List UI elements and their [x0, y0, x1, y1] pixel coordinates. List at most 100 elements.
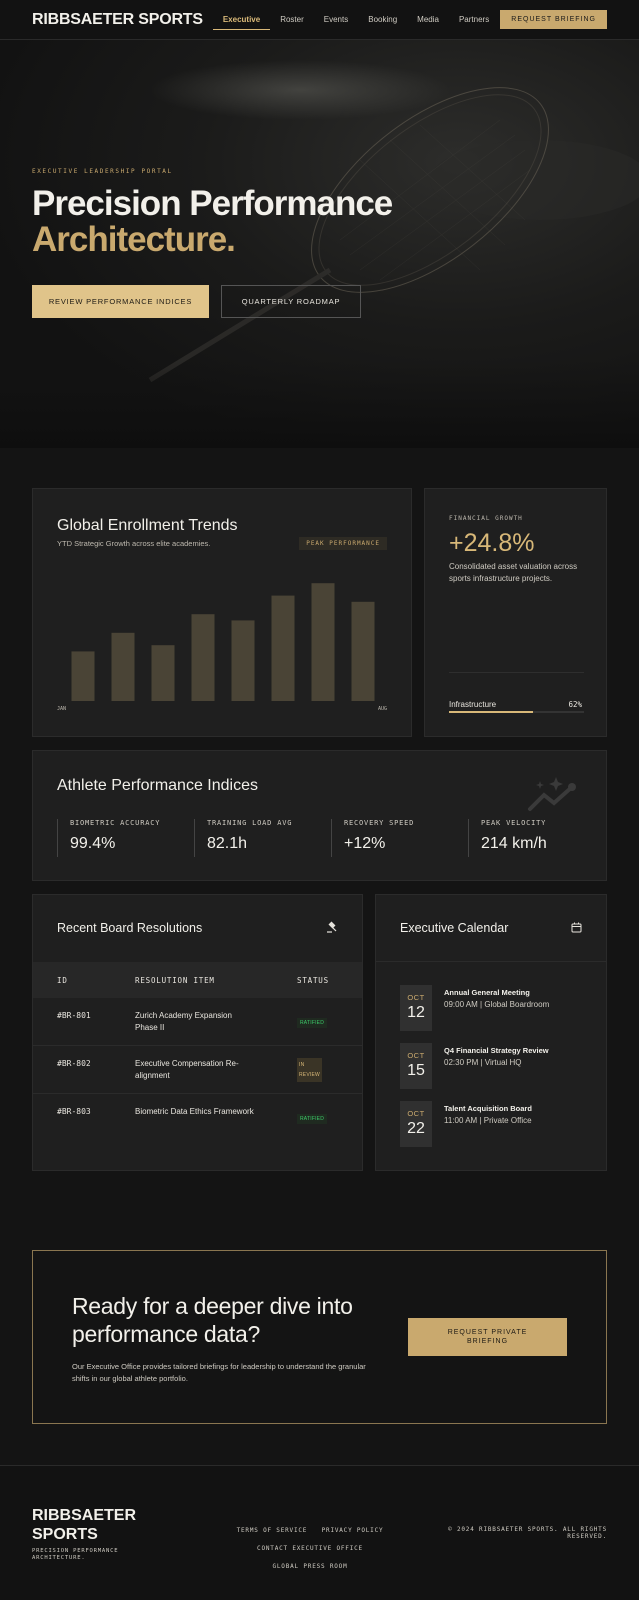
- status-badge: RATIFIED: [297, 1018, 328, 1028]
- footer: RIBBSAETER SPORTS PRECISION PERFORMANCE …: [0, 1465, 639, 1600]
- progress-label: Infrastructure: [449, 700, 497, 709]
- event-month: OCT: [407, 993, 425, 1002]
- nav-link-events[interactable]: Events: [323, 14, 349, 24]
- divider: [449, 672, 584, 673]
- metric-value: 82.1h: [207, 835, 248, 852]
- nav-link-executive[interactable]: Executive: [212, 10, 271, 30]
- metric-recovery-speed: RECOVERY SPEED +12%: [331, 819, 468, 857]
- metric-label: PEAK VELOCITY: [481, 819, 547, 827]
- hero-section: EXECUTIVE LEADERSHIP PORTAL Precision Pe…: [0, 40, 639, 448]
- indices-title: Athlete Performance Indices: [57, 777, 258, 794]
- financial-label: FINANCIAL GROWTH: [449, 515, 523, 522]
- cta-section: Ready for a deeper dive into performance…: [32, 1250, 607, 1424]
- metric-value: 99.4%: [70, 835, 116, 852]
- calendar-event[interactable]: OCT 15 Q4 Financial Strategy Review 02:3…: [400, 1043, 590, 1091]
- event-day: 22: [407, 1120, 425, 1137]
- board-resolutions-card: Recent Board Resolutions ID RESOLUTION I…: [32, 894, 363, 1171]
- hero-title-line2: Architecture.: [32, 220, 236, 259]
- table-row[interactable]: #BR-801 Zurich Academy Expansion Phase I…: [33, 998, 362, 1046]
- event-day: 12: [407, 1004, 425, 1021]
- financial-description: Consolidated asset valuation across spor…: [449, 562, 578, 583]
- calendar-title: Executive Calendar: [400, 921, 509, 935]
- progress-value: 62%: [568, 700, 582, 709]
- chart-bar-5: [231, 620, 255, 701]
- footer-tagline: PRECISION PERFORMANCE ARCHITECTURE.: [32, 1548, 119, 1561]
- chart-bar-6: [271, 595, 295, 701]
- request-private-briefing-button[interactable]: REQUEST PRIVATE BRIEFING: [408, 1318, 567, 1356]
- hero-title: Precision Performance Architecture.: [32, 184, 393, 259]
- event-title: Annual General Meeting: [444, 988, 530, 997]
- footer-link-contact[interactable]: CONTACT EXECUTIVE OFFICE: [257, 1545, 363, 1552]
- divider: [376, 961, 606, 962]
- event-day: 15: [407, 1062, 425, 1079]
- nav-link-partners[interactable]: Partners: [458, 14, 490, 24]
- event-month: OCT: [407, 1051, 425, 1060]
- event-detail: 11:00 AM | Private Office: [444, 1116, 532, 1125]
- nav-links: Executive Roster Events Booking Media Pa…: [212, 10, 499, 30]
- nav-link-media[interactable]: Media: [417, 14, 439, 24]
- calendar-icon[interactable]: [571, 922, 582, 933]
- enrollment-bar-chart: [71, 583, 375, 701]
- nav-link-booking[interactable]: Booking: [368, 14, 398, 24]
- quarterly-roadmap-button[interactable]: QUARTERLY ROADMAP: [221, 285, 361, 318]
- nav-link-roster[interactable]: Roster: [280, 14, 304, 24]
- cta-body: Our Executive Office provides tailored b…: [72, 1362, 366, 1383]
- resolution-id: #BR-802: [57, 1059, 91, 1068]
- metric-label: RECOVERY SPEED: [344, 819, 415, 827]
- column-header-status: STATUS: [297, 976, 329, 985]
- event-detail: 09:00 AM | Global Boardroom: [444, 1000, 550, 1009]
- chart-bar-4: [191, 614, 215, 701]
- footer-link-privacy[interactable]: PRIVACY POLICY: [321, 1527, 384, 1534]
- enrollment-subtitle: YTD Strategic Growth across elite academ…: [57, 539, 211, 548]
- footer-brand[interactable]: RIBBSAETER SPORTS: [32, 1507, 137, 1543]
- executive-calendar-card: Executive Calendar OCT 12 Annual General…: [375, 894, 607, 1171]
- cta-heading: Ready for a deeper dive into performance…: [72, 1293, 353, 1347]
- peak-performance-badge: PEAK PERFORMANCE: [299, 537, 387, 550]
- metric-training-load: TRAINING LOAD AVG 82.1h: [194, 819, 331, 857]
- column-header-item: RESOLUTION ITEM: [135, 976, 215, 985]
- review-performance-button[interactable]: REVIEW PERFORMANCE INDICES: [32, 285, 209, 318]
- progress-fill: [449, 711, 533, 713]
- resolution-item: Executive Compensation Re-alignment: [135, 1059, 239, 1080]
- table-header: ID RESOLUTION ITEM STATUS: [33, 962, 362, 998]
- gavel-icon[interactable]: [326, 921, 338, 933]
- event-month: OCT: [407, 1109, 425, 1118]
- table-row[interactable]: #BR-802 Executive Compensation Re-alignm…: [33, 1046, 362, 1094]
- resolutions-title: Recent Board Resolutions: [57, 921, 203, 935]
- chart-bar-2: [111, 632, 135, 701]
- column-header-id: ID: [57, 976, 68, 985]
- date-box: OCT 15: [400, 1043, 432, 1089]
- metric-peak-velocity: PEAK VELOCITY 214 km/h: [468, 819, 605, 857]
- chart-bar-7: [311, 583, 335, 701]
- financial-growth-card: FINANCIAL GROWTH +24.8% Consolidated ass…: [424, 488, 607, 737]
- request-briefing-button[interactable]: REQUEST BRIEFING: [500, 10, 607, 29]
- performance-indices-card: Athlete Performance Indices BIOMETRIC AC…: [32, 750, 607, 881]
- metric-label: BIOMETRIC ACCURACY: [70, 819, 161, 827]
- brand-logo[interactable]: RIBBSAETER SPORTS: [32, 10, 203, 28]
- footer-link-press[interactable]: GLOBAL PRESS ROOM: [272, 1563, 348, 1570]
- metric-value: 214 km/h: [481, 835, 547, 852]
- resolution-id: #BR-803: [57, 1107, 91, 1116]
- metric-biometric-accuracy: BIOMETRIC ACCURACY 99.4%: [57, 819, 194, 857]
- chart-bar-1: [71, 651, 95, 701]
- event-title: Talent Acquisition Board: [444, 1104, 532, 1113]
- hero-eyebrow: EXECUTIVE LEADERSHIP PORTAL: [32, 168, 173, 175]
- footer-copyright: © 2024 RIBBSAETER SPORTS. ALL RIGHTS RES…: [448, 1526, 607, 1540]
- axis-start-label: JAN: [57, 706, 67, 712]
- top-nav: RIBBSAETER SPORTS Executive Roster Event…: [0, 0, 639, 40]
- footer-links: TERMS OF SERVICE PRIVACY POLICY CONTACT …: [180, 1522, 440, 1576]
- calendar-event[interactable]: OCT 12 Annual General Meeting 09:00 AM |…: [400, 985, 590, 1033]
- footer-link-terms[interactable]: TERMS OF SERVICE: [236, 1527, 308, 1534]
- hero-racket-image: [0, 60, 639, 448]
- resolution-item: Zurich Academy Expansion Phase II: [135, 1011, 232, 1032]
- calendar-event[interactable]: OCT 22 Talent Acquisition Board 11:00 AM…: [400, 1101, 590, 1149]
- date-box: OCT 12: [400, 985, 432, 1031]
- chart-bar-8: [351, 601, 375, 701]
- enrollment-title: Global Enrollment Trends: [57, 517, 238, 534]
- hero-title-line1: Precision Performance: [32, 184, 393, 223]
- date-box: OCT 22: [400, 1101, 432, 1147]
- axis-end-label: AUG: [377, 706, 387, 712]
- table-row[interactable]: #BR-803 Biometric Data Ethics Framework …: [33, 1094, 362, 1142]
- status-badge: IN REVIEW: [297, 1058, 322, 1082]
- sparkle-chart-icon: [528, 777, 576, 811]
